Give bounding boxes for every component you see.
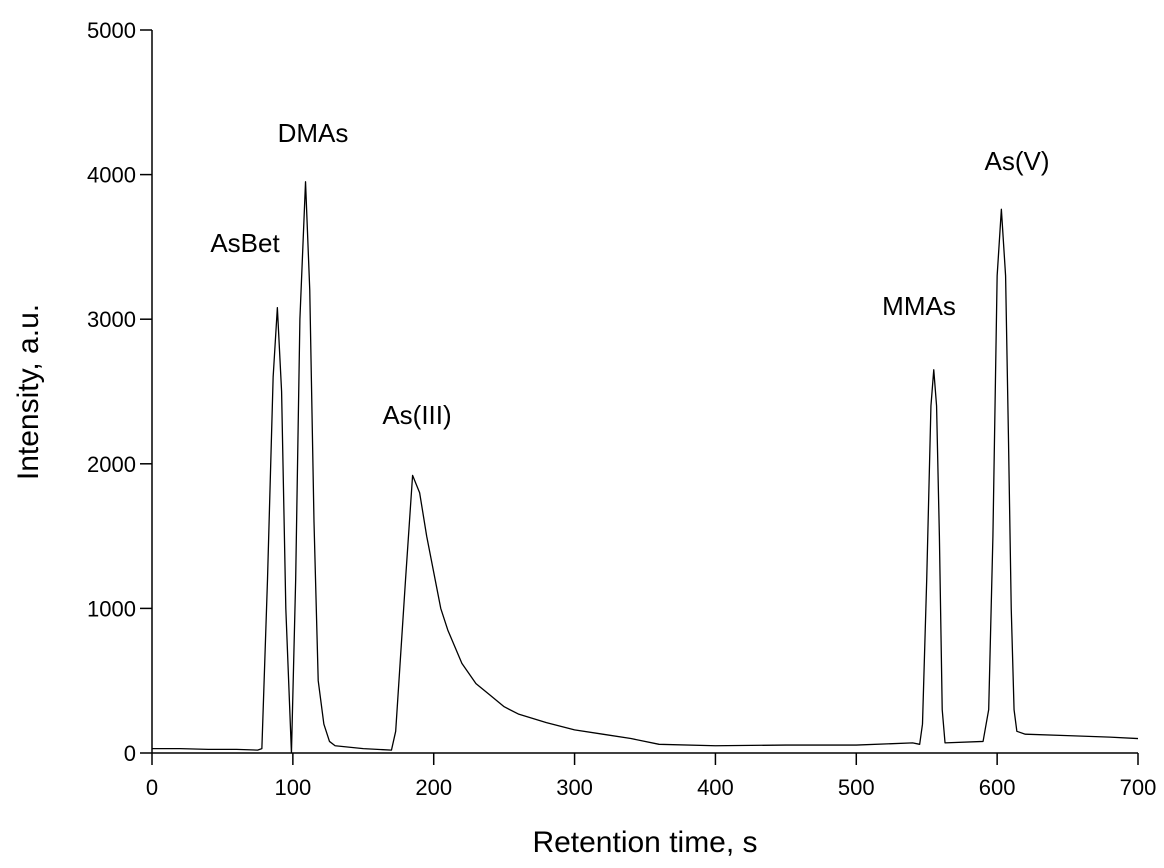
y-tick-label: 1000	[87, 596, 136, 621]
peak-label: As(III)	[382, 400, 451, 430]
x-tick-label: 400	[697, 775, 734, 800]
peak-label: DMAs	[278, 118, 349, 148]
peak-label: MMAs	[882, 291, 956, 321]
y-tick-label: 0	[124, 741, 136, 766]
peak-label: AsBet	[210, 228, 280, 258]
y-tick-label: 2000	[87, 452, 136, 477]
y-tick-label: 3000	[87, 307, 136, 332]
data-line	[152, 181, 1139, 754]
x-tick-label: 200	[415, 775, 452, 800]
x-tick-label: 0	[146, 775, 158, 800]
x-tick-label: 500	[838, 775, 875, 800]
x-tick-label: 700	[1120, 775, 1157, 800]
x-tick-label: 600	[979, 775, 1016, 800]
y-axis-title: Intensity, a.u.	[12, 304, 45, 480]
y-tick-label: 4000	[87, 163, 136, 188]
y-tick-label: 5000	[87, 18, 136, 43]
x-axis-title: Retention time, s	[532, 826, 757, 859]
x-tick-label: 100	[274, 775, 311, 800]
x-tick-label: 300	[556, 775, 593, 800]
peak-label: As(V)	[985, 146, 1050, 176]
